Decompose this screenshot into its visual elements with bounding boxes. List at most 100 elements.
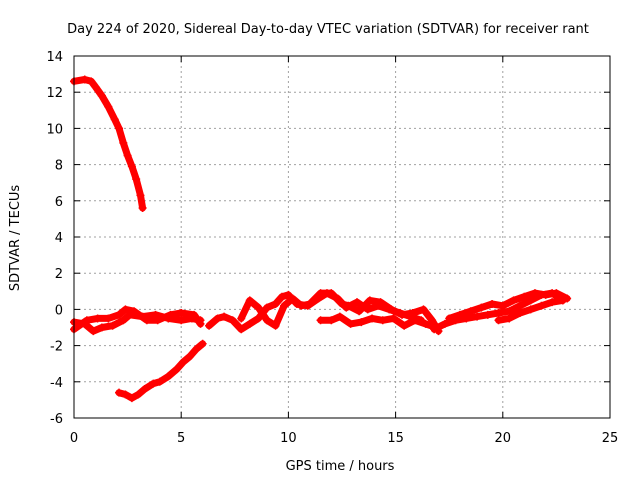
data-point (205, 321, 214, 330)
x-tick-label: 25 (602, 431, 619, 446)
data-point (140, 385, 149, 394)
data-point (473, 312, 482, 321)
data-point (526, 305, 535, 314)
series-arc-low-rising (115, 339, 207, 403)
data-point (89, 327, 98, 336)
data-point (494, 309, 503, 318)
x-tick-labels: 0 5 10 15 20 25 (70, 431, 618, 446)
data-point (316, 289, 325, 298)
chart-title: Day 224 of 2020, Sidereal Day-to-day VTE… (67, 22, 589, 37)
data-point (177, 309, 186, 318)
data-point (483, 310, 492, 319)
series-trace (237, 289, 442, 335)
data-point (254, 314, 263, 323)
data-point (541, 290, 550, 299)
series-arc-midday-c (316, 312, 441, 332)
grid-lines (74, 56, 610, 418)
data-point (190, 310, 199, 319)
data-point (130, 307, 139, 316)
series-trace (317, 313, 440, 331)
data-point (410, 316, 419, 325)
data-point (185, 352, 194, 361)
data-point (271, 321, 280, 330)
data-point (552, 289, 561, 298)
data-point (455, 310, 464, 319)
data-point (338, 299, 346, 308)
data-point (254, 303, 263, 312)
data-point (288, 294, 297, 303)
data-series (70, 75, 572, 403)
x-axis-label: GPS time / hours (286, 459, 395, 474)
data-point (271, 299, 280, 308)
y-tick-label: 2 (55, 267, 63, 282)
data-point (149, 379, 158, 388)
data-point (115, 310, 124, 319)
data-point (515, 301, 524, 310)
data-point (488, 299, 497, 308)
data-point (153, 316, 162, 325)
data-point (277, 292, 286, 301)
data-point (136, 191, 145, 200)
data-point (134, 390, 143, 399)
data-point (121, 305, 130, 314)
y-tick-label: 4 (55, 231, 63, 246)
data-point (466, 307, 475, 316)
data-point (400, 321, 409, 330)
data-point (440, 319, 449, 328)
data-point (166, 310, 175, 319)
data-point (245, 296, 254, 305)
data-point (132, 175, 141, 184)
series-arc-evening-b (445, 289, 572, 323)
data-point (421, 319, 430, 328)
data-point (179, 357, 188, 366)
series-trace (70, 76, 147, 212)
data-point (104, 314, 113, 323)
data-point (97, 91, 106, 100)
data-point (316, 316, 325, 325)
y-tick-label: 8 (55, 159, 63, 174)
data-point (548, 298, 557, 307)
x-tick-label: 10 (280, 431, 297, 446)
data-point (297, 301, 306, 310)
data-point (91, 82, 100, 91)
data-point (115, 388, 124, 397)
data-point (192, 345, 201, 354)
data-point (494, 316, 503, 325)
x-tick-label: 5 (177, 431, 185, 446)
y-tick-label: 6 (55, 195, 63, 210)
series-arc-evening-c (494, 296, 567, 325)
data-point (80, 75, 89, 84)
data-point (228, 316, 237, 325)
data-point (93, 314, 102, 323)
data-point (515, 309, 524, 318)
data-point (376, 298, 385, 307)
series-trace (115, 340, 207, 402)
data-point (445, 314, 454, 323)
data-point (305, 299, 314, 308)
data-point (327, 316, 336, 325)
data-point (172, 365, 181, 374)
data-point (262, 316, 271, 325)
x-tick-label: 0 (70, 431, 78, 446)
data-point (368, 314, 377, 323)
y-tick-label: 14 (46, 50, 63, 65)
data-point (530, 289, 539, 298)
y-tick-label: -6 (50, 412, 63, 427)
data-point (327, 289, 336, 298)
data-point (87, 77, 96, 86)
series-arc-midday-b (237, 289, 443, 336)
data-point (280, 301, 289, 310)
data-point (138, 204, 147, 213)
data-point (398, 310, 407, 319)
data-point (419, 305, 428, 314)
data-point (119, 316, 128, 325)
y-tick-label: 12 (46, 86, 63, 101)
x-tick-label: 20 (495, 431, 512, 446)
x-tick-label: 15 (387, 431, 404, 446)
data-point (164, 372, 173, 381)
data-point (498, 301, 507, 310)
data-point (97, 323, 106, 332)
data-point (213, 314, 222, 323)
data-point (82, 316, 91, 325)
data-point (365, 296, 374, 305)
